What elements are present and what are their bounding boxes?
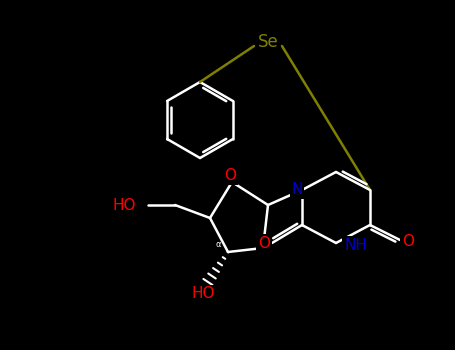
Text: HO: HO	[112, 197, 136, 212]
Text: N: N	[291, 182, 303, 197]
Text: NH: NH	[344, 238, 367, 252]
Text: O: O	[224, 168, 236, 183]
Text: O: O	[402, 234, 414, 250]
Text: Se: Se	[258, 33, 278, 51]
Text: O: O	[258, 236, 270, 251]
Text: HO: HO	[191, 287, 215, 301]
Text: α: α	[216, 240, 222, 249]
